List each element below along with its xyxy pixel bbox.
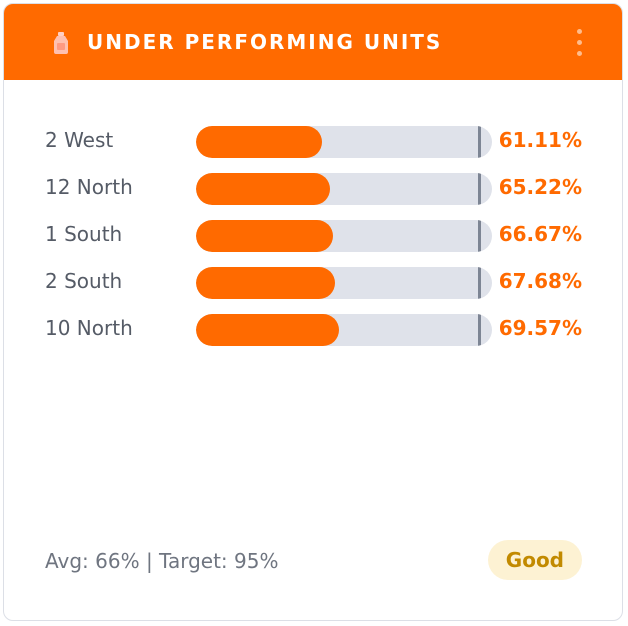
- more-vertical-icon: [577, 29, 582, 34]
- unit-label: 10 North: [45, 316, 133, 340]
- card-title: UNDER PERFORMING UNITS: [87, 30, 443, 54]
- unit-value: 66.67%: [498, 222, 582, 246]
- more-vertical-icon-dot: [577, 51, 582, 56]
- target-marker: [478, 173, 481, 205]
- unit-value: 65.22%: [498, 175, 582, 199]
- progress-track: [196, 173, 492, 205]
- unit-label: 12 North: [45, 175, 133, 199]
- status-badge: Good: [487, 540, 582, 580]
- progress-track: [196, 267, 492, 299]
- unit-label: 1 South: [45, 222, 123, 246]
- target-marker: [478, 126, 481, 158]
- card-header: UNDER PERFORMING UNITS: [4, 4, 622, 80]
- progress-fill: [196, 314, 339, 346]
- target-marker: [478, 267, 481, 299]
- unit-value: 61.11%: [498, 128, 582, 152]
- unit-label: 2 West: [45, 128, 114, 152]
- under-performing-units-card: UNDER PERFORMING UNITS 2 West 61.11% 12 …: [3, 3, 623, 621]
- unit-label: 2 South: [45, 269, 123, 293]
- more-vertical-icon-dot: [577, 40, 582, 45]
- unit-row: 1 South 66.67%: [4, 211, 622, 257]
- progress-track: [196, 220, 492, 252]
- unit-row: 2 South 67.68%: [4, 258, 622, 304]
- target-marker: [478, 314, 481, 346]
- bottle-icon: [52, 32, 70, 54]
- progress-fill: [196, 267, 335, 299]
- unit-row: 2 West 61.11%: [4, 117, 622, 163]
- unit-row: 10 North 69.57%: [4, 305, 622, 351]
- average-target-summary: Avg: 66% | Target: 95%: [45, 549, 279, 573]
- progress-fill: [196, 126, 322, 158]
- unit-row: 12 North 65.22%: [4, 164, 622, 210]
- progress-fill: [196, 173, 330, 205]
- more-options-button[interactable]: [572, 26, 586, 58]
- progress-track: [196, 314, 492, 346]
- unit-value: 69.57%: [498, 316, 582, 340]
- progress-fill: [196, 220, 333, 252]
- target-marker: [478, 220, 481, 252]
- unit-value: 67.68%: [498, 269, 582, 293]
- progress-track: [196, 126, 492, 158]
